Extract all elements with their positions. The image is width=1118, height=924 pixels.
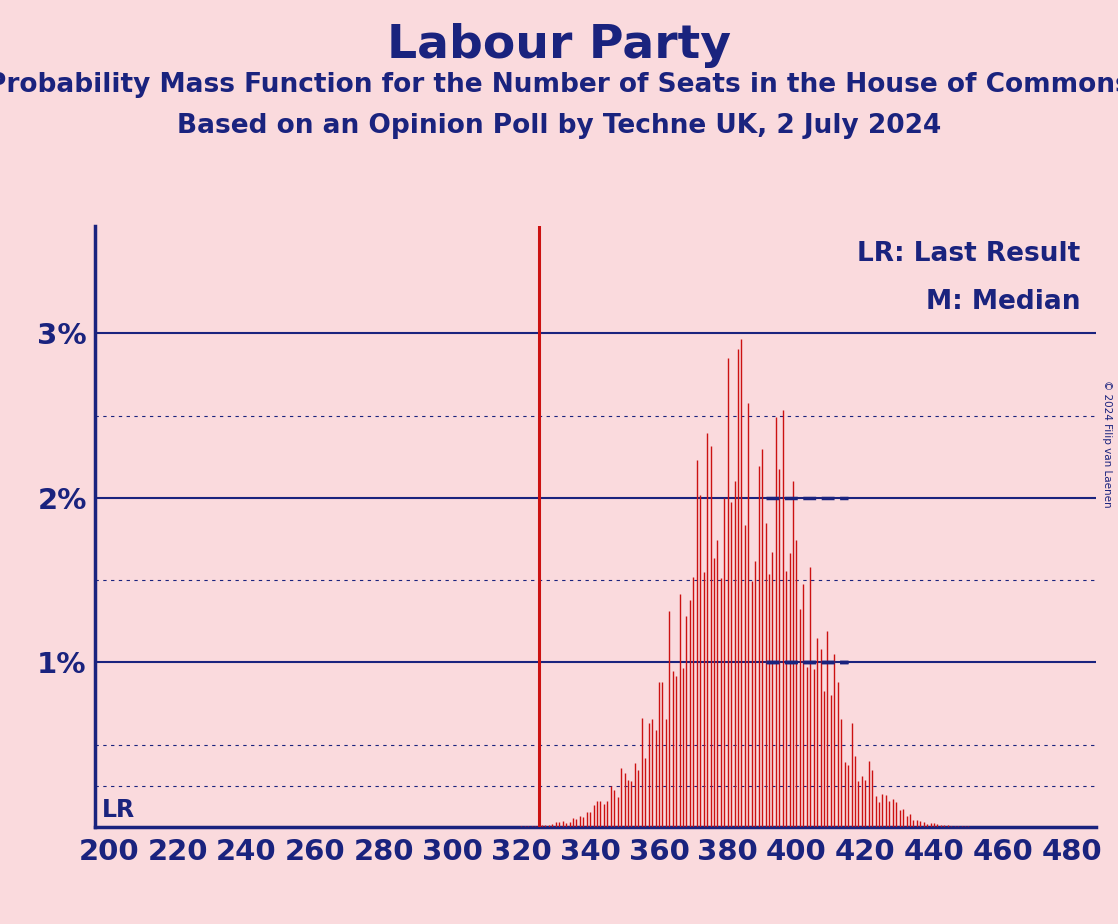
Text: Based on an Opinion Poll by Techne UK, 2 July 2024: Based on an Opinion Poll by Techne UK, 2… (177, 113, 941, 139)
Text: Probability Mass Function for the Number of Seats in the House of Commons: Probability Mass Function for the Number… (0, 72, 1118, 98)
Text: Labour Party: Labour Party (387, 23, 731, 68)
Text: LR: Last Result: LR: Last Result (858, 241, 1081, 267)
Text: M: Median: M: Median (926, 289, 1081, 315)
Text: © 2024 Filip van Laenen: © 2024 Filip van Laenen (1102, 380, 1112, 507)
Text: LR: LR (102, 798, 135, 822)
